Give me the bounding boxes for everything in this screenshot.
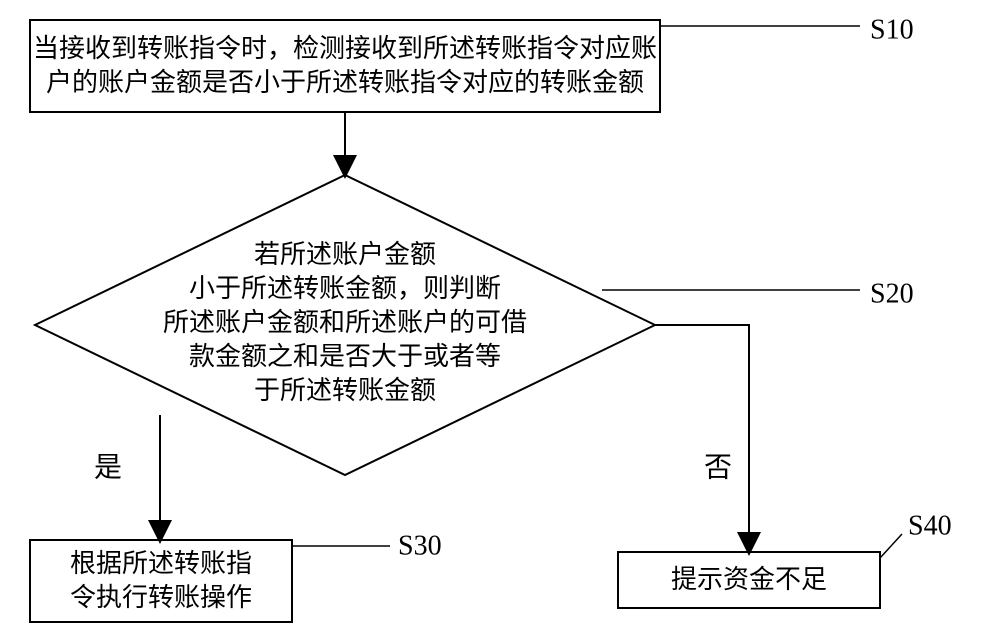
flow-node-s10-line-0: 当接收到转账指令时，检测接收到所述转账指令对应账 <box>33 34 657 63</box>
step-label-s20: S20 <box>870 278 914 309</box>
flow-edge-s20-s40 <box>655 325 749 552</box>
flow-node-s20-line-2: 所述账户金额和所述账户的可借 <box>163 308 527 337</box>
leader-line-s40 <box>880 534 902 558</box>
flow-node-s20-line-0: 若所述账户金额 <box>254 240 436 269</box>
flow-node-s30-line-1: 令执行转账操作 <box>70 583 252 612</box>
flow-node-s20-line-4: 于所述转账金额 <box>254 376 436 405</box>
step-label-s10: S10 <box>870 14 914 45</box>
flow-node-s20-line-3: 款金额之和是否大于或者等 <box>189 342 501 371</box>
flow-node-s40: 提示资金不足 <box>618 552 880 608</box>
step-label-s30: S30 <box>398 530 442 561</box>
step-label-s40: S40 <box>908 510 952 541</box>
flow-node-s30-line-0: 根据所述转账指 <box>70 549 252 578</box>
flow-node-s20-line-1: 小于所述转账金额，则判断 <box>189 274 501 303</box>
flow-node-s20: 若所述账户金额小于所述转账金额，则判断所述账户金额和所述账户的可借款金额之和是否… <box>35 175 655 475</box>
flow-node-s10-line-1: 户的账户金额是否小于所述转账指令对应的转账金额 <box>46 68 644 97</box>
flow-edge-label-2: 否 <box>704 452 732 483</box>
flow-edge-label-1: 是 <box>94 452 122 483</box>
flow-node-s10: 当接收到转账指令时，检测接收到所述转账指令对应账户的账户金额是否小于所述转账指令… <box>30 20 660 112</box>
flow-node-s30: 根据所述转账指令执行转账操作 <box>30 540 292 622</box>
flow-node-s40-line-0: 提示资金不足 <box>671 565 827 594</box>
